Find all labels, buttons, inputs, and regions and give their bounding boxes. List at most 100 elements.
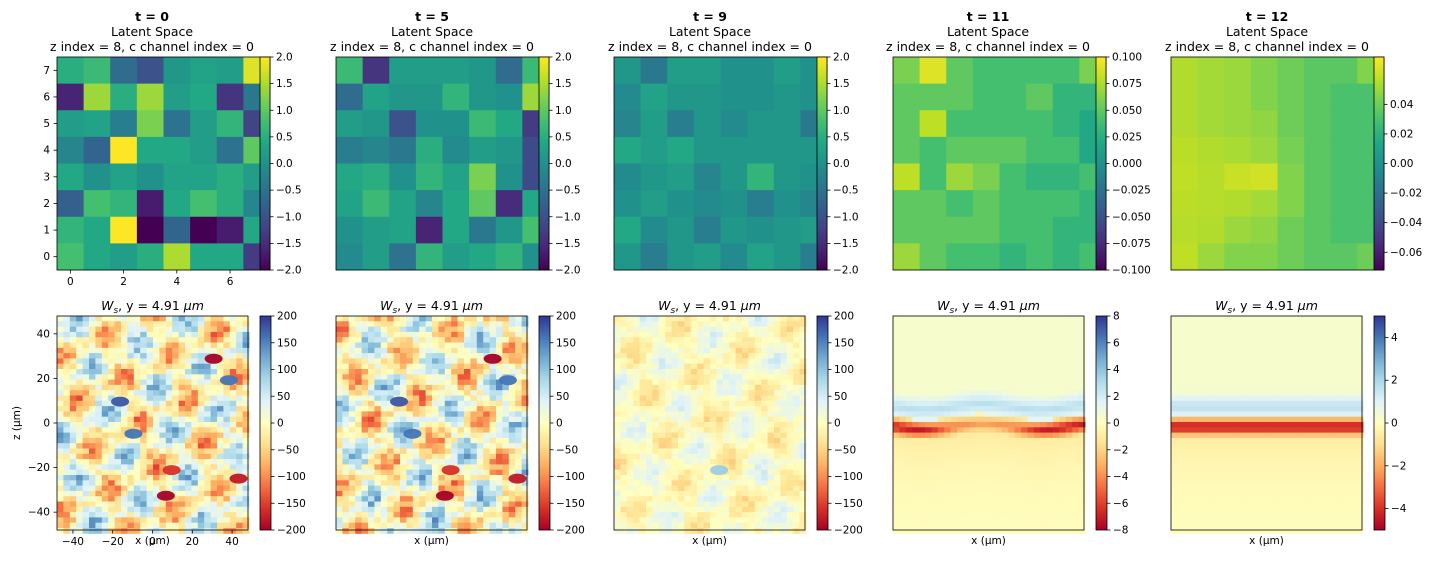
field-cell <box>658 406 666 412</box>
field-cell <box>114 496 122 502</box>
field-cell <box>799 347 807 354</box>
field-cell <box>108 379 116 386</box>
field-cell <box>57 342 64 349</box>
field-cell <box>229 347 237 354</box>
field-cell <box>178 464 186 471</box>
field-cell <box>393 379 401 386</box>
field-cell <box>368 337 375 343</box>
field-cell <box>710 337 717 343</box>
field-cell <box>451 395 459 402</box>
top1-cbar-label: −2.0 <box>555 265 581 277</box>
field-cell <box>146 475 154 481</box>
field-cell <box>242 326 250 333</box>
field-cell <box>899 448 907 455</box>
field-cell <box>419 469 427 476</box>
field-cell <box>1072 321 1080 328</box>
field-cell <box>95 316 103 322</box>
field-cell <box>140 369 148 375</box>
field-cell <box>191 517 199 524</box>
field-cell <box>639 501 647 508</box>
field-cell <box>1059 353 1067 359</box>
heatmap-cell <box>57 190 85 218</box>
field-cell <box>393 337 401 343</box>
field-cell <box>678 411 685 418</box>
field-cell <box>614 337 621 343</box>
field-cell <box>342 390 350 396</box>
field-cell <box>722 475 730 481</box>
field-cell <box>178 374 186 381</box>
field-cell <box>165 369 173 375</box>
field-cell <box>678 390 685 396</box>
field-cell <box>671 395 679 402</box>
field-cell <box>639 432 647 439</box>
field-cell <box>223 453 231 460</box>
field-cell <box>101 395 109 402</box>
field-cell <box>153 358 160 365</box>
field-cell <box>931 342 939 349</box>
field-cell <box>464 501 471 508</box>
field-cell <box>63 379 71 386</box>
field-cell <box>464 416 471 423</box>
field-cell <box>374 496 382 502</box>
field-cell <box>483 501 491 508</box>
field-cell <box>95 459 103 465</box>
field-cell <box>899 347 907 354</box>
field-cell <box>406 501 414 508</box>
heatmap-cell <box>999 243 1027 271</box>
field-cell <box>639 490 647 497</box>
field-cell <box>735 490 743 497</box>
field-cell <box>1008 331 1016 338</box>
field-cell <box>633 400 641 407</box>
field-cell <box>671 459 679 465</box>
field-cell <box>976 437 984 444</box>
field-cell <box>652 395 660 402</box>
field-cell <box>76 411 84 418</box>
field-cell <box>432 490 439 497</box>
field-cell <box>400 363 407 370</box>
field-cell <box>614 528 621 534</box>
field-cell <box>229 490 237 497</box>
field-cell <box>995 358 1003 365</box>
field-cell <box>799 422 807 428</box>
field-cell <box>159 321 167 328</box>
field-cell <box>742 321 749 328</box>
field-cell <box>489 443 497 449</box>
field-cell <box>457 443 465 449</box>
field-cell <box>165 443 173 449</box>
field-cell <box>944 379 952 386</box>
field-cell <box>684 379 692 386</box>
heatmap-cell <box>163 136 191 164</box>
field-cell <box>716 353 724 359</box>
heatmap-cell <box>614 163 642 191</box>
field-cell <box>419 326 427 333</box>
field-cell <box>82 496 90 502</box>
field-cell <box>950 363 958 370</box>
field-cell <box>140 316 148 322</box>
heatmap-cell <box>720 57 748 85</box>
field-cell <box>1027 406 1035 412</box>
field-cell <box>989 316 996 322</box>
field-cell <box>697 469 705 476</box>
field-cell <box>185 501 192 508</box>
field-cell <box>69 379 77 386</box>
heatmap-cell <box>389 216 417 244</box>
heatmap-cell <box>495 163 523 191</box>
field-cell <box>223 326 231 333</box>
field-cell <box>57 416 64 423</box>
field-cell <box>425 374 433 381</box>
field-cell <box>82 406 90 412</box>
field-cell <box>703 459 711 465</box>
field-cell <box>899 416 907 423</box>
heatmap-cell <box>1197 110 1225 138</box>
heatmap-cell <box>720 163 748 191</box>
field-cell <box>1065 331 1073 338</box>
heatmap-cell <box>136 243 164 271</box>
field-cell <box>944 395 952 402</box>
top3-cbar-label: 0.075 <box>1112 78 1142 90</box>
field-cell <box>457 427 465 434</box>
field-cell <box>716 522 724 529</box>
field-cell <box>957 390 964 396</box>
field-cell <box>444 363 452 370</box>
field-cell <box>355 326 363 333</box>
field-cell <box>899 422 907 428</box>
